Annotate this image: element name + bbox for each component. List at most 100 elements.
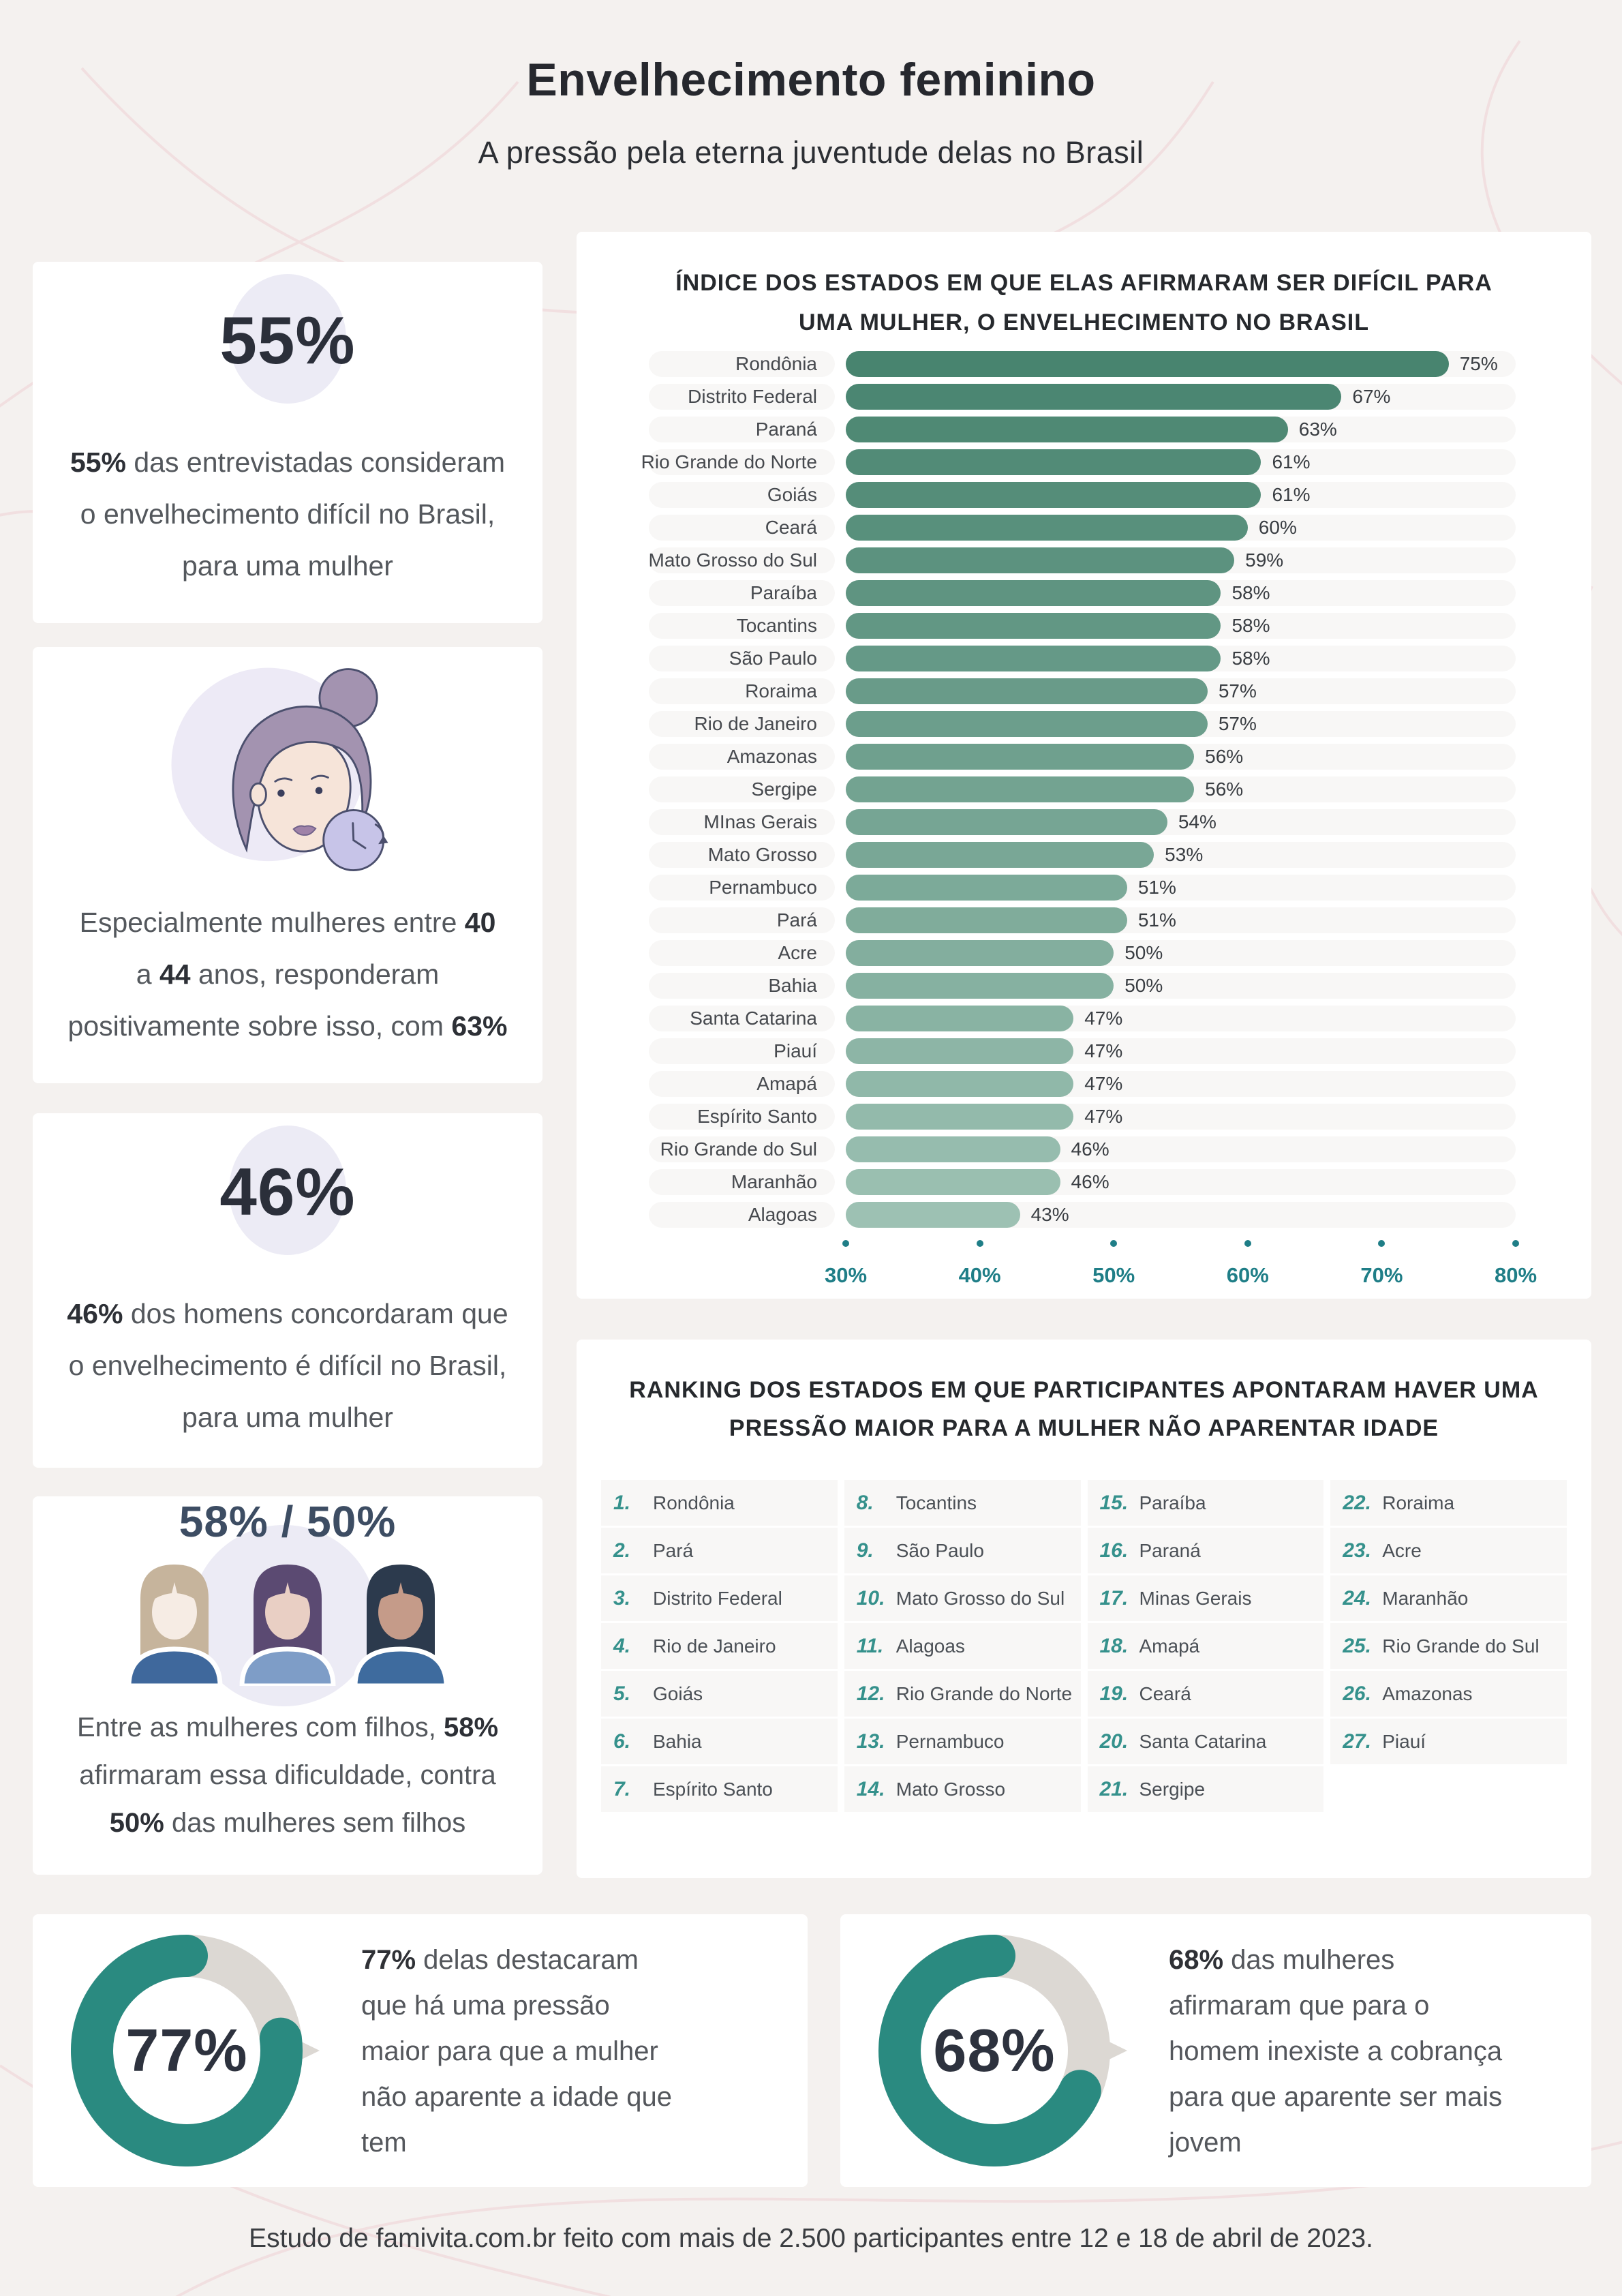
ranking-number: 17. — [1099, 1586, 1129, 1610]
bar-track: 43% — [846, 1202, 1516, 1228]
bar-label: Pernambuco — [649, 875, 835, 901]
stats-column: 55% 55% das entrevistadas consideram o en… — [33, 232, 542, 1875]
bar-fill — [846, 547, 1235, 573]
bar-row: Mato Grosso 53% — [577, 842, 1591, 868]
text-line: afirmaram que para o — [1169, 1991, 1430, 2021]
bar-fill — [846, 1169, 1060, 1195]
text-line: maior para que a mulher — [361, 2036, 658, 2066]
bar-fill — [846, 613, 1221, 639]
bar-row: Rio Grande do Sul 46% — [577, 1136, 1591, 1162]
donut-center-label: 68% — [933, 2016, 1056, 2084]
ranking-number: 18. — [1099, 1634, 1129, 1657]
axis-tick-label: 80% — [1494, 1263, 1537, 1287]
ranking-number: 1. — [613, 1491, 631, 1514]
bar-fill — [846, 515, 1248, 541]
ranking-state-name: São Paulo — [896, 1539, 984, 1561]
ranking-item: 23. Acre — [1330, 1528, 1567, 1575]
text-line: homem inexiste a cobrança — [1169, 2036, 1503, 2066]
donut-card-68: 68% 68% das mulheres afirmaram que para o… — [840, 1914, 1591, 2187]
bar-label: MInas Gerais — [649, 809, 835, 835]
bar-row: Alagoas 43% — [577, 1202, 1591, 1228]
bar-row: Tocantins 58% — [577, 613, 1591, 639]
bar-row: Distrito Federal 67% — [577, 384, 1591, 410]
text-line: o envelhecimento difícil no Brasil, — [80, 498, 495, 530]
bar-track: 53% — [846, 842, 1516, 868]
bar-label: Paraná — [649, 417, 835, 442]
bar-row: Pernambuco 51% — [577, 875, 1591, 901]
bar-label: Santa Catarina — [649, 1006, 835, 1031]
woman-icon — [239, 1565, 336, 1686]
ranking-item: 6. Bahia — [601, 1719, 838, 1766]
ranking-state-name: Rio de Janeiro — [653, 1635, 776, 1657]
bar-value: 43% — [1030, 1204, 1069, 1225]
bar-row: Maranhão 46% — [577, 1169, 1591, 1195]
ranking-item: 5. Goiás — [601, 1671, 838, 1719]
bar-fill — [846, 449, 1261, 475]
bar-value: 50% — [1124, 975, 1163, 996]
bar-fill — [846, 1202, 1020, 1228]
ranking-card: RANKING DOS ESTADOS EM QUE PARTICIPANTES… — [577, 1340, 1591, 1878]
bar-label: Rio Grande do Norte — [641, 449, 835, 475]
ranking-number: 7. — [613, 1777, 631, 1800]
bar-track: 46% — [846, 1169, 1516, 1195]
bar-value: 47% — [1084, 1073, 1123, 1094]
page-title: Envelhecimento feminino — [526, 54, 1096, 106]
ranking-state-name: Pernambuco — [896, 1730, 1005, 1752]
ranking-item: 11. Alagoas — [844, 1623, 1081, 1671]
bar-value: 67% — [1352, 386, 1391, 407]
axis-tick-dot — [1244, 1240, 1251, 1247]
stat-46-figure: 46% — [33, 1113, 542, 1270]
bar-label: Goiás — [649, 482, 835, 508]
donut-ring: 68% — [878, 1935, 1158, 2166]
stat-46-number: 46% — [219, 1153, 356, 1229]
bar-label: Rondônia — [649, 351, 835, 377]
bar-rows: Rondônia 75% Distrito Federal 67% Paraná 63% R… — [577, 351, 1591, 1228]
ranking-item: 2. Pará — [601, 1528, 838, 1575]
donut-center-label: 77% — [125, 2016, 248, 2084]
bar-label: Acre — [649, 940, 835, 966]
bar-fill — [846, 351, 1449, 377]
bar-value: 60% — [1258, 517, 1297, 538]
ranking-title: RANKING DOS ESTADOS EM QUE PARTICIPANTES… — [629, 1377, 1539, 1441]
text-line: 46% dos homens concordaram que — [67, 1298, 508, 1329]
bar-fill — [846, 1136, 1060, 1162]
text-line: 55% das entrevistadas consideram — [70, 447, 506, 478]
axis-tick-dot — [976, 1240, 983, 1247]
bar-row: Amapá 47% — [577, 1071, 1591, 1097]
bar-value: 46% — [1071, 1171, 1110, 1192]
ranking-item: 18. Amapá — [1087, 1623, 1324, 1671]
ranking-number: 14. — [856, 1777, 885, 1800]
bar-track: 75% — [846, 351, 1516, 377]
bar-track: 58% — [846, 613, 1516, 639]
ranking-number: 21. — [1099, 1777, 1129, 1800]
bar-value: 47% — [1084, 1040, 1123, 1061]
bar-track: 60% — [846, 515, 1516, 541]
axis-tick-label: 30% — [824, 1263, 868, 1287]
ranking-item: 9. São Paulo — [844, 1528, 1081, 1575]
bar-fill — [846, 1038, 1074, 1064]
ranking-state-name: Maranhão — [1382, 1587, 1469, 1609]
ranking-number: 2. — [613, 1539, 631, 1562]
ranking-state-name: Goiás — [653, 1682, 703, 1704]
ranking-state-name: Mato Grosso — [896, 1778, 1006, 1800]
bar-label: Mato Grosso — [649, 842, 835, 868]
text-line: para uma mulher — [182, 1402, 393, 1433]
bar-track: 57% — [846, 711, 1516, 737]
ranking-item: 3. Distrito Federal — [601, 1575, 838, 1623]
bar-fill — [846, 875, 1127, 901]
bar-row: Roraima 57% — [577, 678, 1591, 704]
bar-row: Santa Catarina 47% — [577, 1006, 1591, 1031]
bar-row: Paraíba 58% — [577, 580, 1591, 606]
axis-tick-label: 40% — [958, 1263, 1001, 1287]
text-line: 68% das mulheres — [1169, 1945, 1395, 1975]
text-line: positivamente sobre isso, com 63% — [67, 1010, 508, 1042]
bar-value: 58% — [1231, 648, 1270, 669]
bar-fill — [846, 842, 1154, 868]
bar-label: Piauí — [649, 1038, 835, 1064]
bar-value: 61% — [1272, 451, 1311, 472]
bar-track: 46% — [846, 1136, 1516, 1162]
ranking-item: 21. Sergipe — [1087, 1766, 1324, 1814]
ranking-number: 24. — [1343, 1586, 1371, 1610]
stat-55-number: 55% — [219, 302, 356, 378]
bar-row: Goiás 61% — [577, 482, 1591, 508]
